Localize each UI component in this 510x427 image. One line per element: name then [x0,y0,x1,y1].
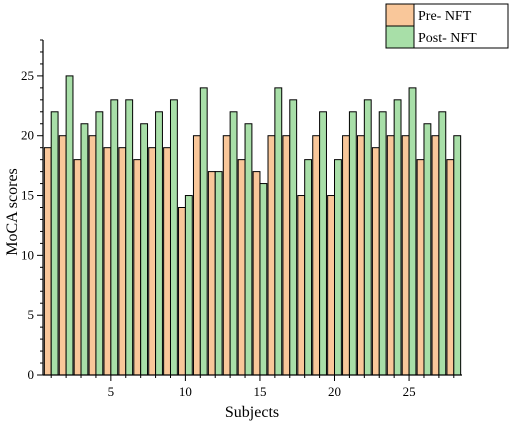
bar-pre-nft-18 [297,195,306,376]
bar-post-nft-9 [169,99,178,376]
bar-post-nft-24 [393,99,402,376]
bar-post-nft-5 [110,99,119,376]
legend: Pre- NFT Post- NFT [385,3,509,49]
y-tick-label: 15 [21,188,34,203]
bar-post-nft-27 [438,111,447,376]
bar-pre-nft-6 [118,147,127,376]
bar-post-nft-28 [453,135,462,376]
bar-post-nft-4 [95,111,104,376]
legend-swatch [385,3,415,27]
bar-pre-nft-4 [88,135,97,376]
bar-pre-nft-14 [237,159,246,376]
bar-post-nft-26 [423,123,432,376]
bar-post-nft-12 [214,171,223,376]
bar-pre-nft-23 [371,147,380,376]
x-tick-label: 25 [403,384,416,399]
bar-pre-nft-9 [163,147,171,376]
bar-pre-nft-21 [342,135,350,376]
bar-post-nft-8 [155,111,163,376]
bar-pre-nft-10 [178,207,186,376]
bar-post-nft-1 [50,111,59,376]
bar-post-nft-17 [289,99,298,376]
axes-layer: 0 5 10 15 20 25 5 10 15 20 25 [21,39,462,399]
bar-post-nft-14 [244,123,253,376]
y-tick-label: 10 [21,247,34,262]
bar-pre-nft-20 [327,195,336,376]
bar-post-nft-16 [274,87,283,376]
bar-pre-nft-24 [386,135,395,376]
bar-post-nft-10 [184,195,193,376]
bar-pre-nft-15 [252,171,261,376]
y-tick-label: 5 [28,307,35,322]
bar-post-nft-2 [65,75,74,376]
bar-pre-nft-8 [148,147,157,376]
bar-pre-nft-26 [416,159,425,376]
bar-pre-nft-28 [446,159,455,376]
bar-post-nft-20 [334,159,342,376]
x-tick-label: 20 [328,384,341,399]
y-tick-label: 25 [21,68,34,83]
y-axis-title: MoCA scores [4,168,21,256]
bar-post-nft-23 [378,111,387,376]
bar-pre-nft-11 [192,135,201,376]
bar-pre-nft-22 [356,135,365,376]
bars-layer [43,75,462,376]
bar-post-nft-11 [199,87,208,376]
legend-swatch [385,25,415,49]
legend-label: Post- NFT [418,31,477,46]
bar-post-nft-18 [304,159,313,376]
bar-pre-nft-1 [43,147,52,376]
legend-label: Pre- NFT [418,9,472,24]
bar-post-nft-3 [80,123,89,376]
bar-post-nft-21 [348,111,357,376]
x-tick-label: 5 [108,384,115,399]
bar-post-nft-25 [408,87,417,376]
bar-post-nft-13 [229,111,238,376]
bar-pre-nft-2 [58,135,67,376]
y-tick-label: 0 [28,367,35,382]
bar-post-nft-6 [125,99,134,376]
bar-pre-nft-12 [207,171,216,376]
bar-pre-nft-3 [73,159,82,376]
x-tick-label: 15 [253,384,266,399]
y-tick-label: 20 [21,128,34,143]
bar-pre-nft-13 [222,135,231,376]
x-tick-label: 10 [179,384,192,399]
bar-post-nft-15 [259,183,268,376]
bar-pre-nft-19 [312,135,321,376]
bar-pre-nft-25 [401,135,410,376]
bar-post-nft-22 [363,99,372,376]
x-axis-title: Subjects [225,404,279,421]
bar-pre-nft-5 [103,147,112,376]
bar-pre-nft-7 [133,159,142,376]
bar-post-nft-19 [319,111,327,376]
bar-post-nft-7 [140,123,149,376]
bar-pre-nft-16 [267,135,276,376]
bar-pre-nft-17 [282,135,291,376]
bar-pre-nft-27 [431,135,440,376]
